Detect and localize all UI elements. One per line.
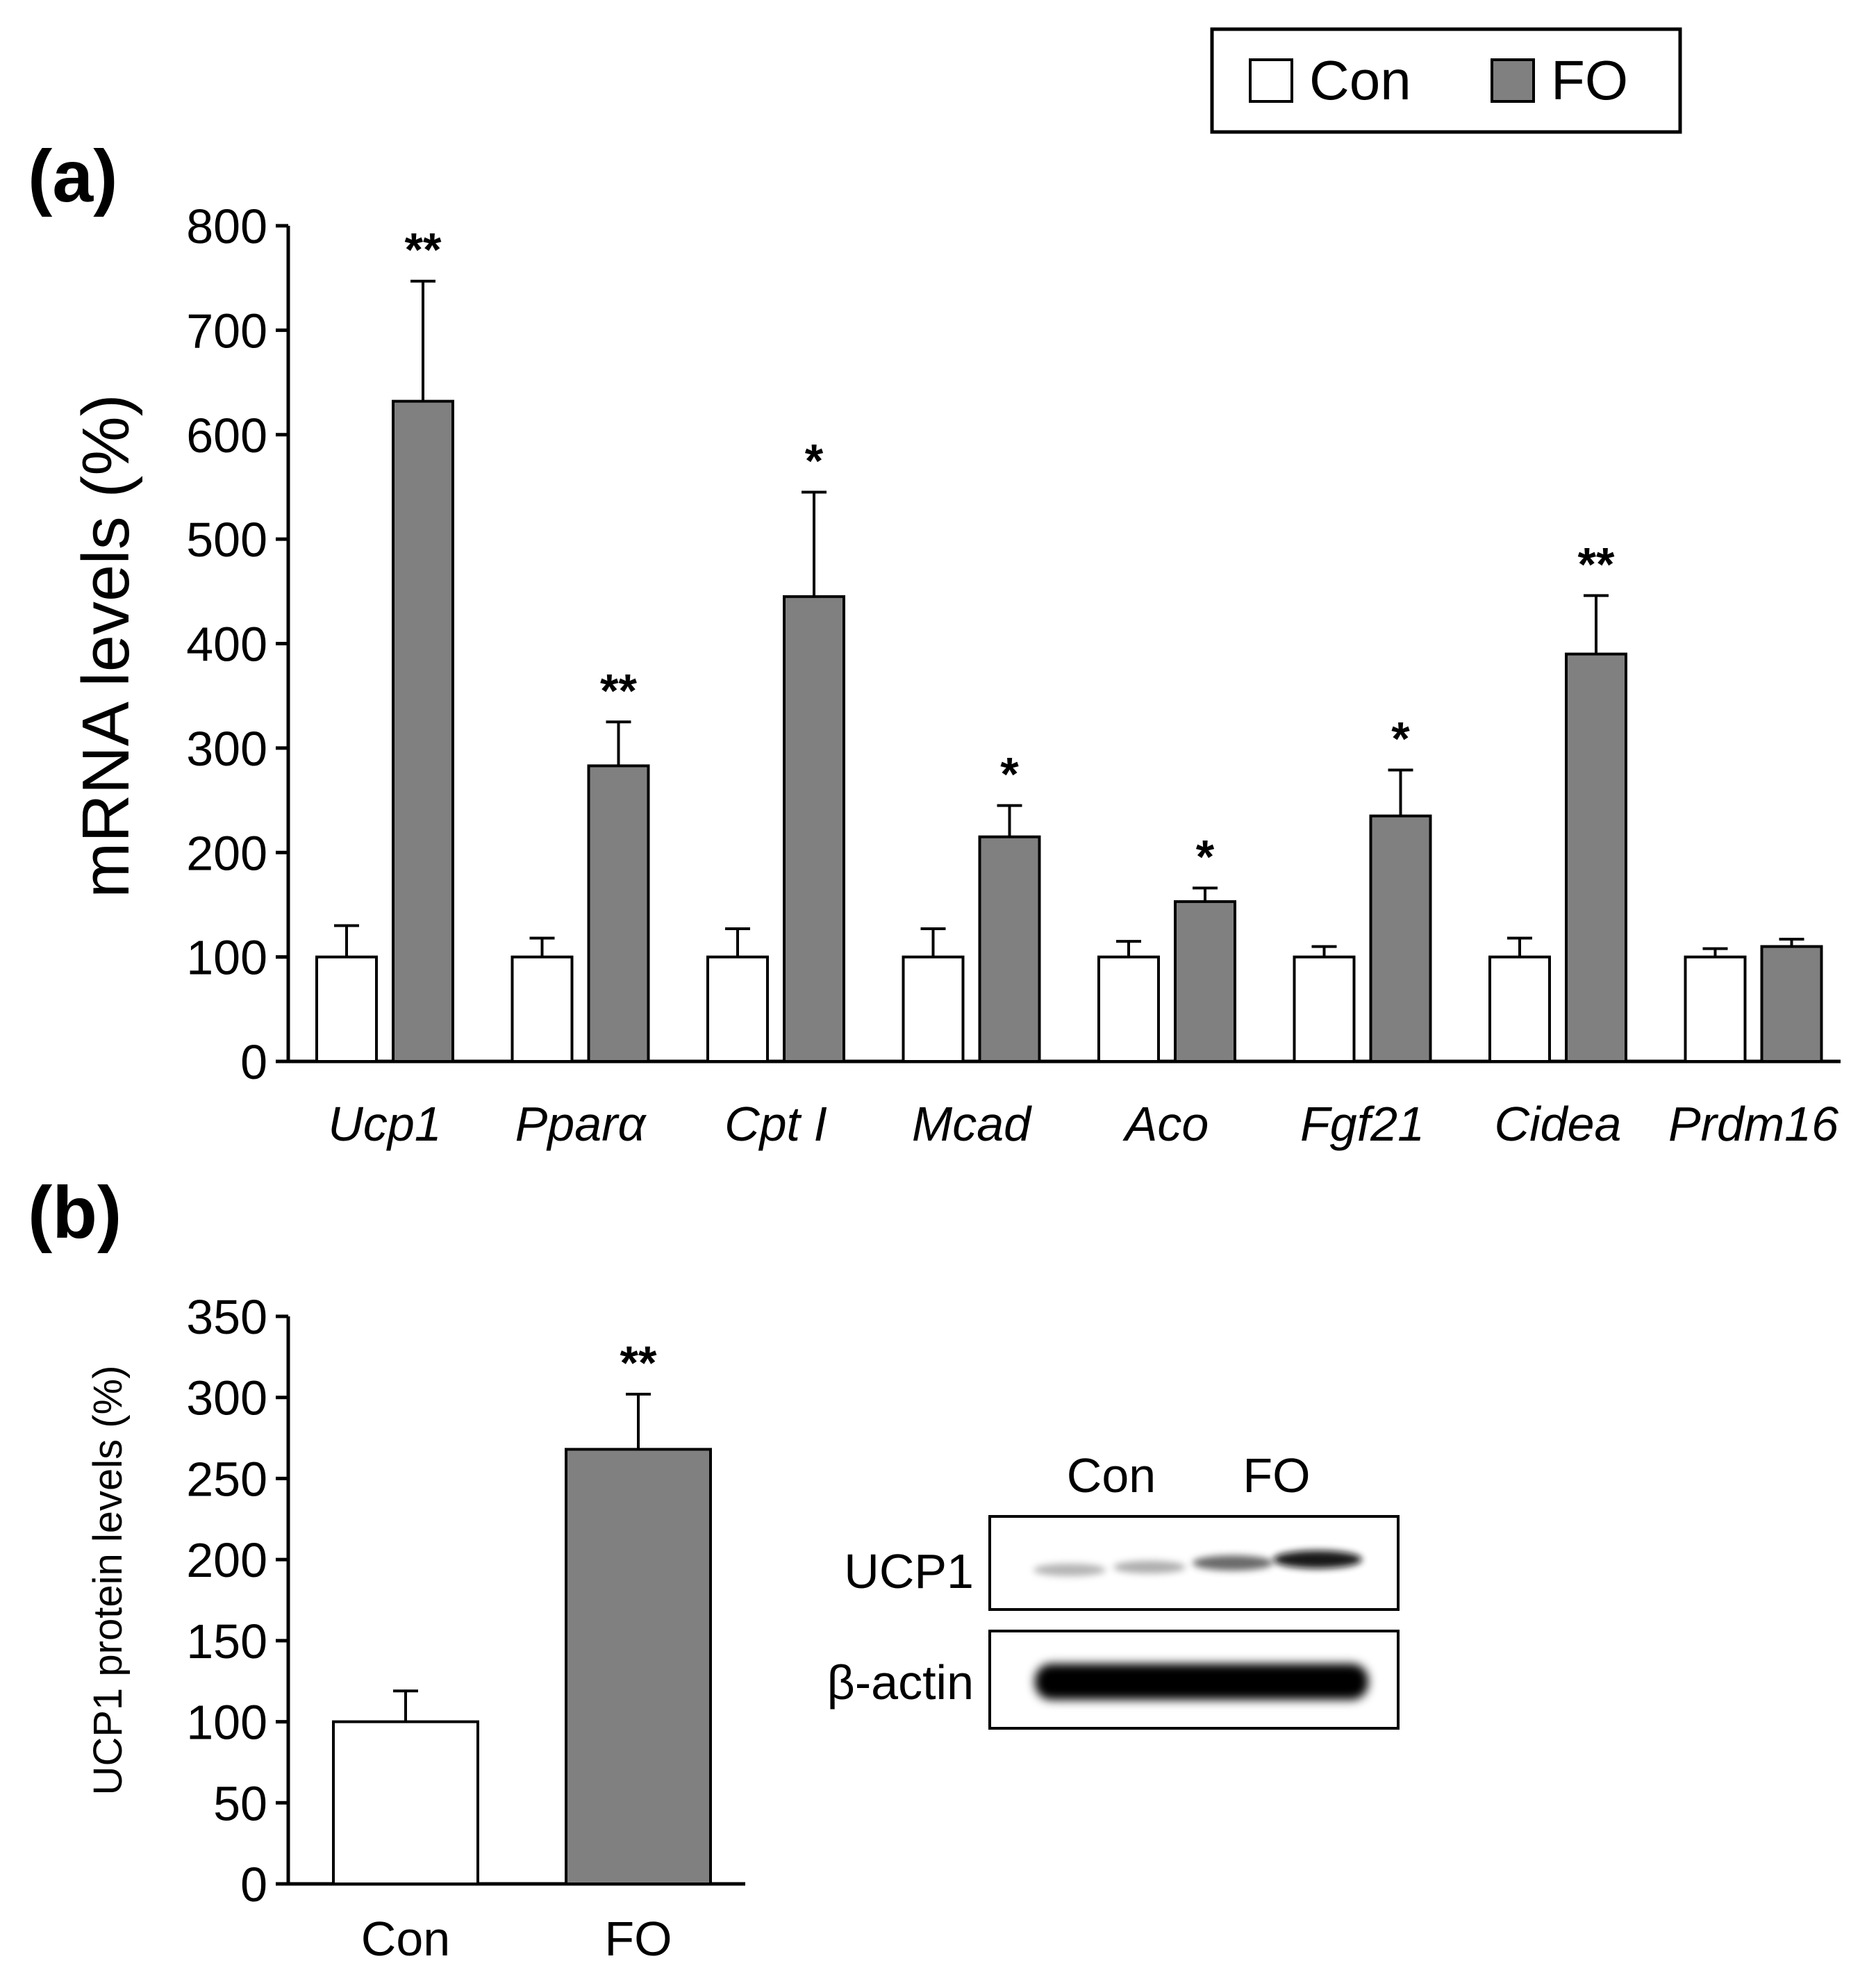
bar-fo-prdm16 [1760,945,1823,1064]
bar-fo-fgf21 [1369,814,1432,1064]
panel-a-y-tick-label: 0 [240,1035,267,1089]
bar-fo-cpti [783,595,845,1063]
panel-a-y-tick-label: 500 [186,513,267,567]
bar-con-cidea [1488,955,1551,1063]
blot-band-ucp1-con-2 [1113,1561,1186,1573]
blot-lane-label-con: Con [1067,1448,1156,1503]
bar-con-mcad [902,955,965,1063]
panel-b-y-axis-label: UCP1 protein levels (%) [85,1366,131,1796]
x-tick-label-prdm16: Prdm16 [1668,1097,1838,1151]
bar-con-ppar [510,955,574,1063]
bar-con-aco [1097,955,1160,1063]
western-blot: Con FO UCP1 β-actin [827,1448,1400,1730]
legend-label-fo: FO [1551,49,1628,111]
panel-a-y-tick-label: 700 [186,304,267,358]
significance-ucp1: ** [405,224,442,276]
bar-con-prdm16 [1684,955,1747,1063]
panel-b-y-tick-label: 350 [186,1290,267,1344]
bar-con-ucp1 [315,955,378,1063]
bar-fo-ppar [587,764,650,1063]
panel-a-y-tick-label: 300 [186,722,267,776]
significance-cidea: ** [1578,538,1615,590]
significance-ppar: ** [600,664,637,717]
panel-a-y-tick-label: 800 [186,199,267,254]
bar-fo-ucp1 [392,399,454,1063]
panel-a-y-tick-label: 100 [186,931,267,985]
blot-band-ucp1-con-1 [1034,1564,1106,1576]
blot-row-label-beta-actin: β-actin [827,1655,974,1710]
panel-a-label: (a) [28,135,118,217]
panel-b-y-tick-label: 150 [186,1614,267,1669]
bar-fo-ucp1-protein [565,1448,712,1885]
panel-b-y-tick-label: 0 [240,1857,267,1912]
x-tick-label-cpti: Cpt I [724,1097,827,1151]
bar-con-ucp1-protein [332,1720,479,1886]
legend: Con FO [1210,27,1682,134]
x-tick-label-ucp1: Ucp1 [328,1097,441,1151]
bar-fo-mcad [978,835,1041,1063]
panel-b-y-tick-label: 200 [186,1533,267,1587]
x-tick-label-fgf21: Fgf21 [1300,1097,1425,1151]
legend-label-con: Con [1309,49,1411,111]
x-tick-label-fo-protein: FO [604,1912,672,1966]
x-tick-label-aco: Aco [1122,1097,1209,1151]
blot-band-beta-actin [1035,1664,1368,1700]
blot-band-ucp1-fo-1 [1193,1555,1273,1571]
significance-mcad: * [1000,748,1019,801]
x-tick-label-ppar: Pparα [515,1097,647,1151]
panel-a-y-tick-label: 200 [186,826,267,880]
panel-a-y-tick-label: 600 [186,408,267,463]
panel-b-y-tick-label: 50 [213,1776,267,1830]
panel-a-y-axis-label: mRNA levels (%) [69,394,143,897]
blot-lane-label-fo: FO [1243,1448,1310,1503]
x-tick-label-con-protein: Con [361,1912,450,1966]
blot-band-ucp1-fo-2 [1273,1550,1362,1569]
bar-fo-cidea [1565,652,1627,1063]
bar-con-cpti [706,955,769,1063]
significance-fgf21: * [1391,712,1410,765]
significance-aco: * [1196,830,1215,883]
bar-con-fgf21 [1293,955,1356,1063]
panel-a-chart: (a) mRNA levels (%) 0 100 200 300 400 500 600 7… [28,135,1841,1151]
bar-fo-aco [1174,900,1236,1064]
panel-b-label: (b) [28,1172,122,1254]
panel-b-chart: (b) UCP1 protein levels (%) 0 50 100 150 200… [28,1172,745,1966]
legend-swatch-fo [1491,58,1535,103]
significance-cpti: * [805,434,824,487]
panel-b-y-tick-label: 250 [186,1452,267,1506]
x-tick-label-mcad: Mcad [912,1097,1032,1151]
legend-swatch-con [1249,58,1293,103]
x-tick-label-cidea: Cidea [1495,1097,1622,1151]
blot-row-label-ucp1: UCP1 [844,1544,974,1598]
panel-b-y-tick-label: 300 [186,1371,267,1425]
panel-b-y-tick-label: 100 [186,1696,267,1750]
panel-a-y-tick-label: 400 [186,618,267,672]
significance-fo-protein: ** [620,1337,657,1389]
